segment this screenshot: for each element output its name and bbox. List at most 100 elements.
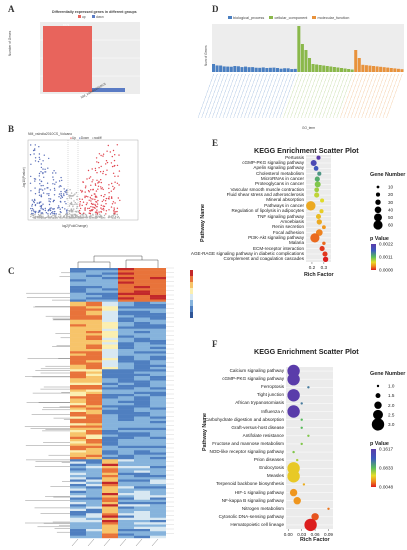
heatmap-cell [70, 380, 86, 383]
volcano-point [51, 212, 53, 214]
scatter-point [300, 402, 303, 405]
volcano-point [91, 168, 93, 170]
heatmap-cell [118, 292, 134, 296]
heatmap-cell [70, 488, 86, 491]
volcano-point [60, 176, 62, 179]
heatmap-cell [86, 409, 102, 413]
heatmap-cell [86, 344, 102, 347]
volcano-point [98, 215, 100, 217]
go-bar [304, 50, 308, 72]
volcano-point [36, 202, 38, 204]
heatmap-cell [134, 272, 150, 275]
heatmap-cell [102, 472, 118, 476]
size-legend-label: 2.5 [388, 412, 395, 417]
heatmap-cell [118, 344, 134, 347]
volcano-point [99, 213, 101, 215]
volcano-point [108, 196, 110, 198]
volcano-point [89, 196, 92, 199]
volcano-point [96, 206, 98, 208]
volcano-point [58, 206, 60, 209]
go-term-label [332, 73, 350, 119]
volcano-point [88, 199, 90, 201]
volcano-point [106, 169, 108, 171]
heatmap-cell [70, 358, 86, 361]
volcano-point [119, 199, 121, 202]
heatmap-cell [102, 328, 118, 332]
size-legend-dot [374, 206, 382, 214]
volcano-point [56, 217, 59, 219]
heatmap-cell [86, 531, 102, 534]
heatmap-cell [70, 461, 86, 464]
pathway-label: Prion diseases [253, 457, 284, 463]
volcano-point [88, 212, 90, 214]
volcano-point [91, 181, 93, 183]
heatmap-cell [150, 351, 166, 354]
panel-b-volcano-plot [27, 139, 139, 221]
heatmap-cell [102, 290, 118, 293]
panel-b-title: NM_vsIndia2010CS_Volcano [28, 132, 73, 136]
heatmap-cell [102, 475, 118, 478]
panel-a-legend-up: up [78, 15, 86, 19]
volcano-point [95, 195, 97, 197]
volcano-point [31, 214, 33, 216]
pathway-label: Graft-versus-host disease [231, 424, 284, 430]
heatmap-cell [86, 488, 102, 491]
go-term-label [233, 73, 250, 119]
heatmap-cell [150, 508, 166, 512]
heatmap-cell [150, 533, 166, 536]
go-term-label [222, 73, 239, 119]
go-bar [347, 69, 351, 72]
heatmap-cell [102, 481, 118, 485]
heatmap-cell [150, 459, 166, 462]
go-term-label [286, 73, 303, 119]
pathway-label: HIF-1 signaling pathway [234, 489, 284, 495]
volcano-point [52, 200, 54, 203]
pathway-label: Focal adhesion [272, 229, 304, 235]
heatmap-cell [70, 346, 86, 350]
heatmap-cell [86, 304, 102, 307]
volcano-point [31, 203, 34, 206]
volcano-point [38, 210, 40, 212]
heatmap-cell [86, 270, 102, 273]
heatmap-cell [134, 488, 150, 491]
heatmap-col-tick [119, 538, 127, 547]
heatmap-cell [70, 434, 86, 437]
volcano-point [52, 208, 55, 210]
heatmap-cell [70, 331, 86, 334]
volcano-point [96, 172, 98, 174]
heatmap-cell [102, 450, 118, 453]
heatmap-cell [102, 434, 118, 437]
volcano-point [57, 205, 60, 207]
heatmap-cell [134, 328, 150, 332]
heatmap-cell [118, 385, 134, 388]
volcano-point [37, 213, 40, 216]
volcano-point [40, 195, 42, 198]
pathway-label: NF-kappa B signaling pathway [221, 497, 284, 503]
x-tick-label: 0.3 [321, 265, 328, 270]
heatmap-cell [102, 506, 118, 509]
volcano-point [90, 184, 92, 186]
go-term-label [304, 73, 321, 119]
panel-a: A Differentially expressed genes in diff… [0, 0, 200, 110]
panel-d: D biological_process cellular_component … [197, 0, 407, 140]
size-legend-label: 3.0 [388, 422, 395, 427]
volcano-point [58, 180, 61, 182]
go-bar [258, 67, 262, 72]
heatmap-cell [70, 268, 86, 271]
volcano-point [107, 197, 110, 200]
heatmap-cell [150, 513, 166, 516]
go-bar [219, 65, 223, 72]
heatmap-cell [118, 445, 134, 449]
heatmap-cell [102, 508, 118, 512]
volcano-point [45, 212, 48, 214]
volcano-point [74, 202, 77, 204]
heatmap-cell [102, 436, 118, 440]
go-term-label [350, 73, 367, 119]
heatmap-cell [150, 371, 166, 374]
go-bar [318, 65, 322, 72]
heatmap-cell [102, 315, 118, 318]
volcano-point [42, 208, 44, 210]
size-legend-label: 40 [388, 207, 394, 212]
volcano-point [70, 214, 73, 216]
heatmap-cell [134, 463, 150, 467]
